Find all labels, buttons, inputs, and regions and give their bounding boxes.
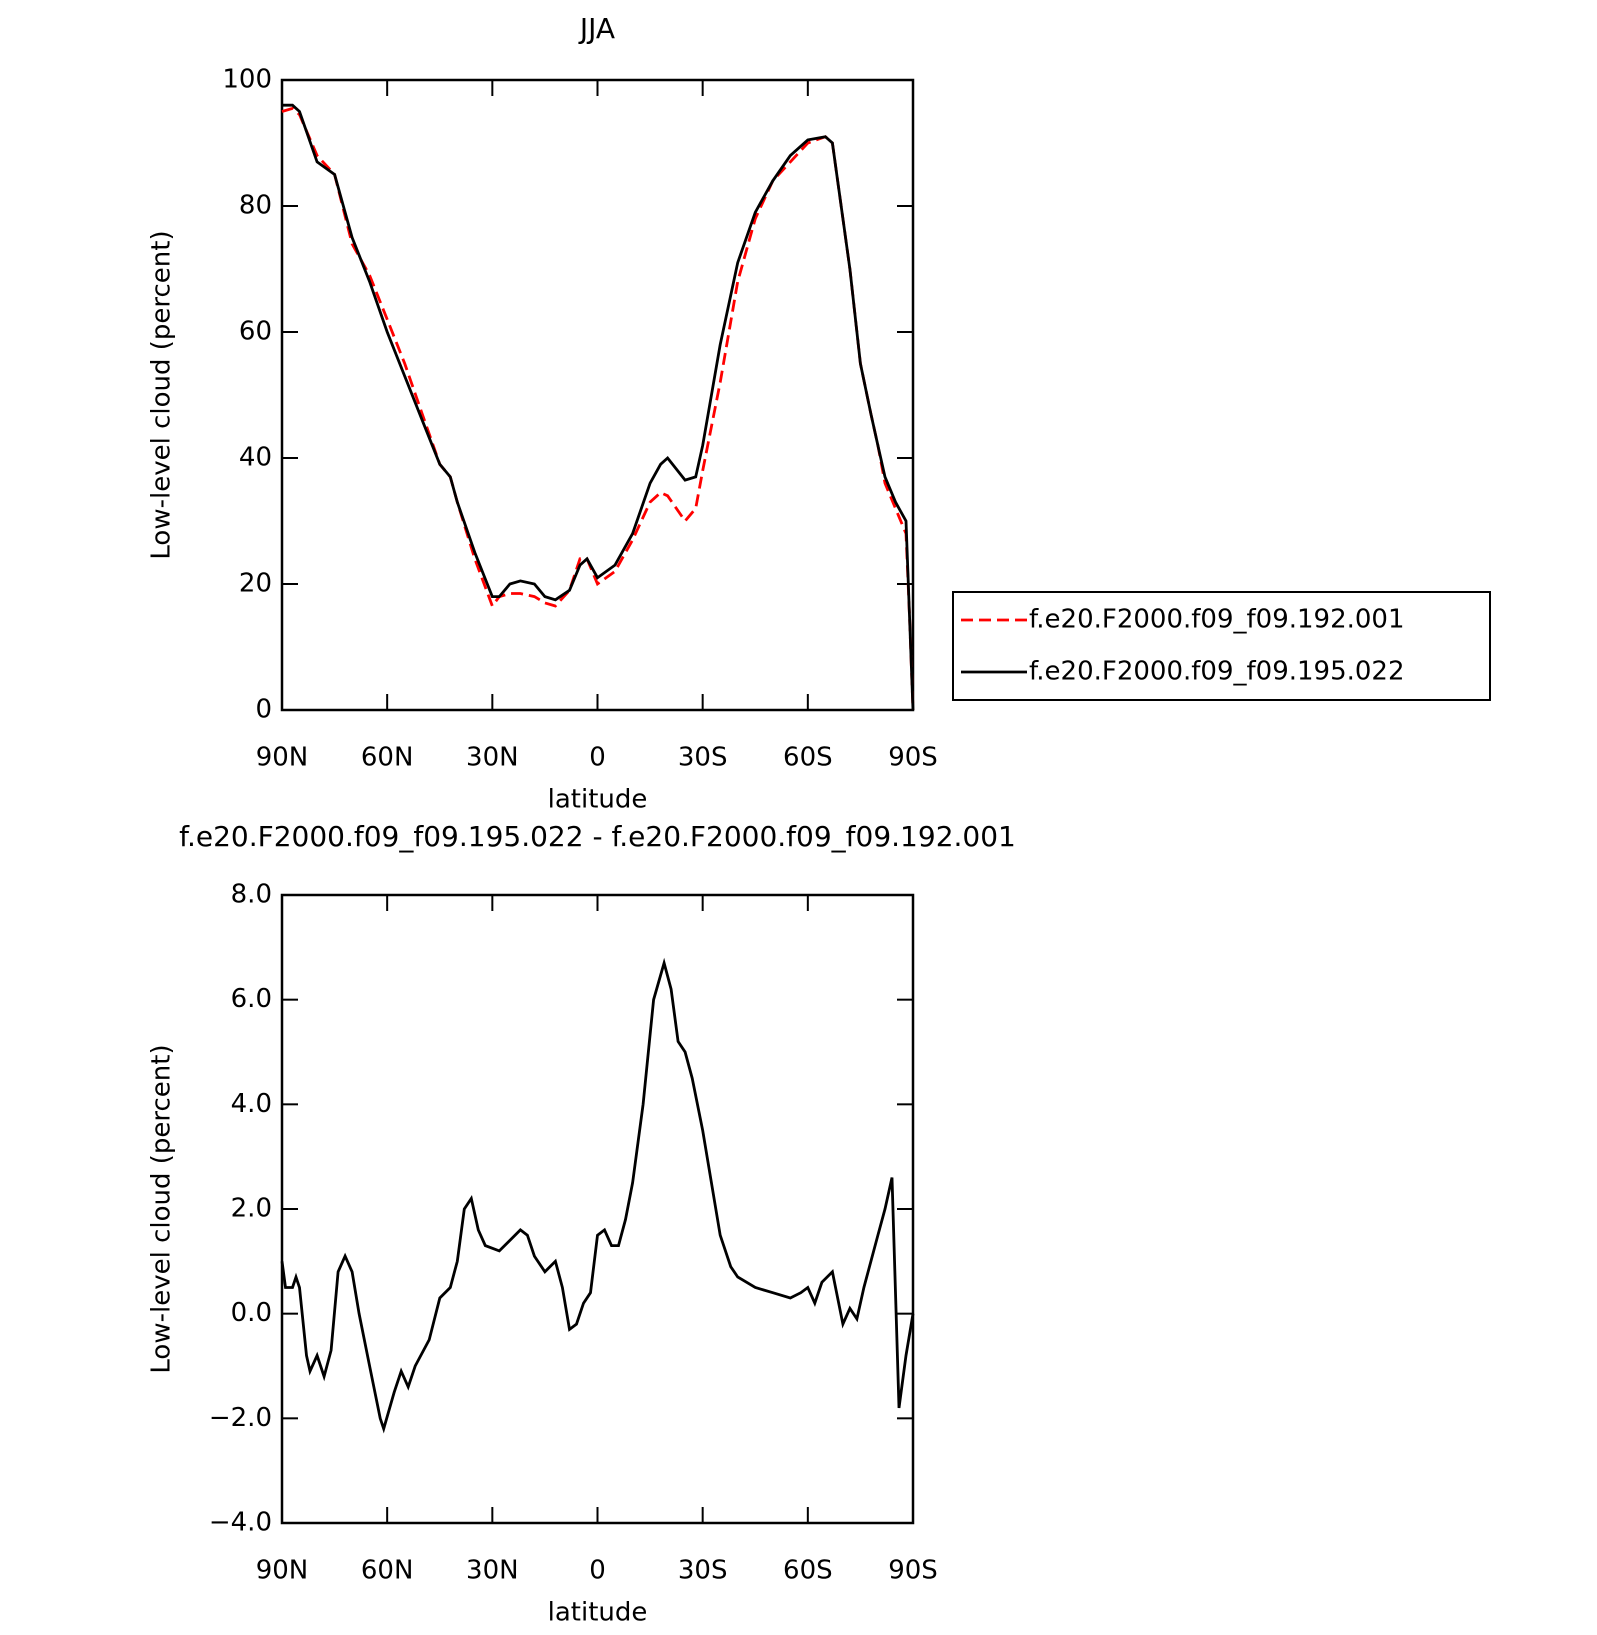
x-tick-label: 60N bbox=[361, 743, 414, 773]
x-tick-label: 30N bbox=[466, 1556, 519, 1586]
x-tick-label: 30N bbox=[466, 743, 519, 773]
y-axis-label: Low-level cloud (percent) bbox=[147, 230, 177, 559]
data-line bbox=[282, 103, 915, 711]
y-tick-label: 100 bbox=[222, 65, 272, 95]
y-tick-label: 2.0 bbox=[231, 1194, 272, 1224]
legend-label: f.e20.F2000.f09_f09.192.001 bbox=[1029, 605, 1405, 635]
legend-label: f.e20.F2000.f09_f09.195.022 bbox=[1029, 657, 1405, 687]
y-tick-label: 20 bbox=[239, 569, 272, 599]
x-tick-label: 90N bbox=[256, 743, 309, 773]
x-tick-label: 90S bbox=[888, 1556, 938, 1586]
x-tick-label: 60S bbox=[783, 743, 833, 773]
y-tick-label: 4.0 bbox=[231, 1089, 272, 1119]
y-tick-label: 8.0 bbox=[231, 880, 272, 910]
data-line bbox=[280, 957, 915, 1434]
y-tick-label: 40 bbox=[239, 443, 272, 473]
y-tick-label: −2.0 bbox=[209, 1403, 272, 1433]
x-axis-label: latitude bbox=[548, 1598, 648, 1628]
y-tick-label: 80 bbox=[239, 191, 272, 221]
y-tick-label: 0.0 bbox=[231, 1298, 272, 1328]
x-tick-label: 90N bbox=[256, 1556, 309, 1586]
x-axis-label: latitude bbox=[548, 785, 648, 815]
y-tick-label: −4.0 bbox=[209, 1508, 272, 1538]
y-tick-label: 60 bbox=[239, 317, 272, 347]
x-tick-label: 60N bbox=[361, 1556, 414, 1586]
x-tick-label: 60S bbox=[783, 1556, 833, 1586]
data-line bbox=[281, 106, 915, 711]
x-tick-label: 30S bbox=[678, 743, 728, 773]
chart-title: JJA bbox=[578, 12, 615, 45]
legend-box bbox=[952, 591, 1491, 701]
x-tick-label: 0 bbox=[589, 1556, 606, 1586]
x-tick-label: 30S bbox=[678, 1556, 728, 1586]
x-tick-label: 0 bbox=[589, 743, 606, 773]
x-tick-label: 90S bbox=[888, 743, 938, 773]
y-axis-label: Low-level cloud (percent) bbox=[147, 1044, 177, 1373]
plot-frame bbox=[280, 893, 915, 1525]
plot-frame bbox=[280, 78, 915, 712]
chart-title: f.e20.F2000.f09_f09.195.022 - f.e20.F200… bbox=[179, 820, 1016, 853]
y-tick-label: 6.0 bbox=[231, 984, 272, 1014]
y-tick-label: 0 bbox=[255, 695, 272, 725]
